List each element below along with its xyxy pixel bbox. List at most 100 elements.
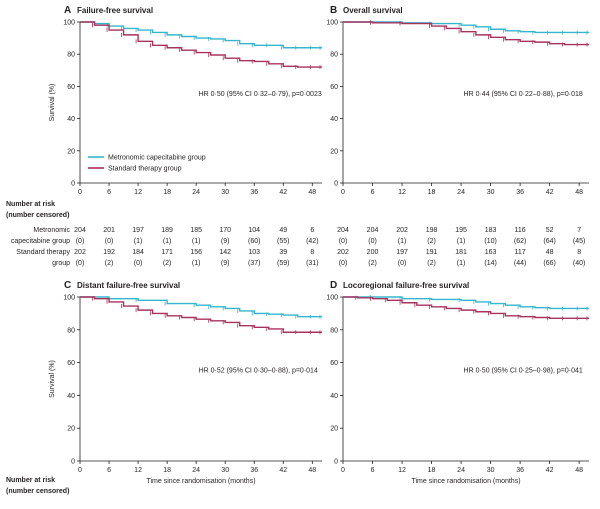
risk-cell: 202	[396, 227, 408, 234]
risk-cell: 192	[103, 249, 115, 256]
risk-cell: 103	[248, 249, 260, 256]
risk-cell: (1)	[457, 260, 466, 267]
x-tick-label: 0	[341, 189, 345, 196]
series-line-standard	[80, 296, 322, 333]
risk-header-sub: (number censored)	[6, 212, 69, 219]
x-tick-label: 24	[192, 189, 200, 196]
series-line-metronomic	[80, 296, 322, 318]
panel-b: B Overall survival 0 20 40 60 80 100 0 6 12 18 24 30 3…	[326, 5, 589, 196]
x-tick-label: 18	[428, 467, 436, 474]
risk-cell: 189	[161, 227, 173, 234]
x-tick-label: 6	[371, 189, 375, 196]
risk-cell: (1)	[134, 238, 143, 245]
risk-cell: (40)	[573, 260, 585, 267]
risk-cell: (59)	[277, 260, 289, 267]
risk-cell: (2)	[163, 260, 172, 267]
y-tick-label: 0	[334, 459, 338, 466]
risk-cell: (42)	[306, 238, 318, 245]
series-line-standard	[343, 296, 589, 320]
hr-annotation: HR 0·50 (95% CI 0·25–0·98), p=0·041	[464, 367, 583, 374]
risk-cell: 8	[577, 249, 581, 256]
risk-cell: 200	[367, 249, 379, 256]
risk-cell: 117	[515, 249, 526, 256]
x-tick-label: 30	[221, 189, 229, 196]
panel-c: C Distant failure-free survival0204060801…	[49, 280, 322, 485]
x-tick-label: 42	[279, 189, 287, 196]
y-tick-label: 40	[67, 116, 75, 123]
y-tick-label: 20	[67, 148, 75, 155]
panel-letter: D	[330, 280, 337, 291]
x-tick-label: 12	[134, 189, 142, 196]
panel-title: Failure-free survival	[77, 6, 153, 15]
panel-title: Locoregional failure-free survival	[343, 281, 469, 290]
risk-cell: (2)	[427, 260, 436, 267]
x-tick-label: 42	[546, 189, 554, 196]
series-line-metronomic	[343, 21, 589, 34]
x-tick-label: 12	[398, 467, 406, 474]
y-tick-label: 0	[71, 181, 75, 188]
risk-cell: (0)	[339, 238, 348, 245]
x-tick-label: 48	[308, 467, 316, 474]
panel-letter: C	[64, 280, 71, 291]
risk-cell: 171	[161, 249, 173, 256]
y-tick-label: 0	[71, 459, 75, 466]
x-tick-label: 48	[575, 467, 583, 474]
hr-annotation: HR 0·50 (95% CI 0·32–0·79), p=0·0023	[199, 91, 322, 98]
x-tick-label: 24	[192, 467, 200, 474]
panel-a: A Failure-free survival 0 20 40 60 80 100 0 6 12 18…	[49, 5, 322, 196]
x-tick-label: 18	[163, 467, 171, 474]
legend-label-standard: Standard therapy group	[108, 166, 182, 173]
risk-cell: 195	[455, 227, 467, 234]
y-tick-label: 100	[326, 20, 338, 27]
x-tick-label: 24	[457, 467, 465, 474]
y-tick-label: 80	[330, 52, 338, 59]
risk-cell: (0)	[398, 260, 407, 267]
risk-cell: 7	[577, 227, 581, 234]
x-tick-label: 12	[398, 189, 406, 196]
y-tick-label: 60	[67, 360, 75, 367]
risk-cell: (1)	[457, 238, 466, 245]
panel-letter: B	[330, 5, 337, 16]
risk-cell: (37)	[248, 260, 260, 267]
x-tick-label: 12	[134, 467, 142, 474]
risk-cell: 191	[426, 249, 438, 256]
y-tick-label: 20	[330, 426, 338, 433]
risk-cell: 170	[219, 227, 231, 234]
risk-cell: (60)	[248, 238, 260, 245]
y-tick-label: 100	[63, 20, 75, 27]
risk-cell: 48	[546, 249, 554, 256]
risk-cell: (31)	[306, 260, 318, 267]
risk-cell: 39	[279, 249, 287, 256]
risk-row-label: Standard therapy	[16, 249, 70, 256]
risk-cell: 197	[396, 249, 408, 256]
risk-header: Number at risk	[6, 201, 55, 208]
hr-annotation: HR 0·52 (95% CI 0·30–0·88), p=0·014	[199, 367, 318, 374]
risk-cell: (0)	[76, 260, 85, 267]
y-tick-label: 20	[67, 426, 75, 433]
risk-cell: 204	[337, 227, 349, 234]
risk-cell: (2)	[368, 260, 377, 267]
y-tick-label: 20	[330, 148, 338, 155]
risk-cell: (2)	[427, 238, 436, 245]
risk-cell: (1)	[398, 238, 407, 245]
panel-letter: A	[64, 5, 71, 16]
risk-cell: (1)	[163, 238, 172, 245]
hr-annotation: HR 0·44 (95% CI 0·22–0·88), p=0·018	[464, 91, 583, 98]
risk-cell: (0)	[339, 260, 348, 267]
risk-row-label: capecitabine group	[11, 238, 70, 245]
y-tick-label: 100	[63, 295, 75, 302]
risk-header-sub: (number censored)	[6, 488, 69, 495]
risk-cell: 185	[190, 227, 202, 234]
x-tick-label: 18	[163, 189, 171, 196]
x-tick-label: 36	[516, 467, 524, 474]
risk-cell: 201	[103, 227, 115, 234]
risk-cell: (0)	[105, 238, 114, 245]
x-tick-label: 48	[308, 189, 316, 196]
risk-cell: (9)	[221, 238, 230, 245]
x-tick-label: 6	[107, 467, 111, 474]
risk-cell: 163	[485, 249, 497, 256]
risk-row-label: group	[52, 260, 70, 267]
risk-cell: (10)	[484, 238, 496, 245]
risk-cell: 204	[74, 227, 86, 234]
risk-cell: 8	[310, 249, 314, 256]
